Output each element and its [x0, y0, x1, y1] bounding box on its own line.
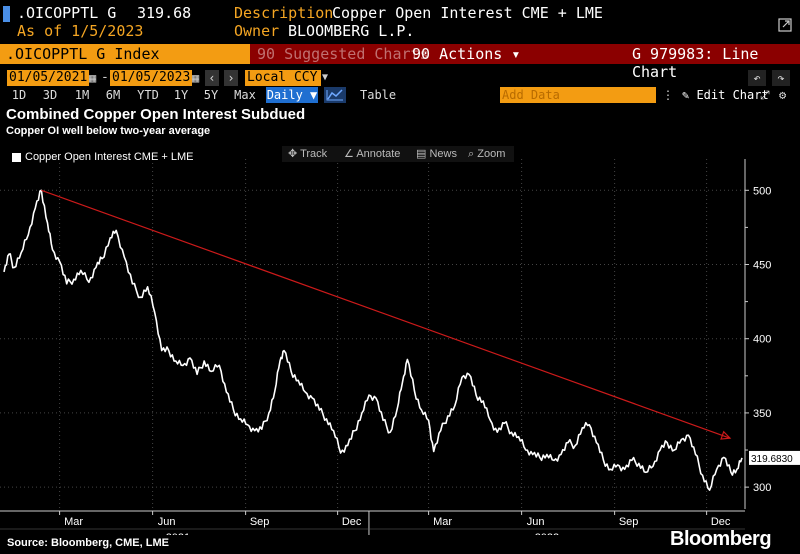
trend-arrow-head: [720, 430, 732, 440]
x-tick-label: Dec: [711, 516, 731, 528]
date-separator: -: [101, 70, 109, 85]
source-note: Source: Bloomberg, CME, LME: [7, 537, 169, 549]
period-1m[interactable]: 1M: [74, 88, 90, 102]
chevron-down-icon[interactable]: ▼: [322, 72, 329, 83]
owner-value: BLOOMBERG L.P.: [288, 22, 415, 40]
news-icon: ▤: [416, 148, 427, 160]
series-line: [3, 189, 743, 491]
track-label: Track: [300, 148, 328, 160]
security-input[interactable]: .OICOPPTL G Index: [6, 45, 160, 63]
owner-label: Owner: [234, 22, 280, 40]
line-chart[interactable]: 300 350 400 450 500 Mar Jun Sep Dec Mar Jun Sep Dec…: [0, 140, 800, 535]
table-button[interactable]: Table: [360, 88, 397, 102]
legend-swatch: [12, 153, 21, 162]
grid-lines: [0, 159, 745, 509]
period-6m[interactable]: 6M: [105, 88, 121, 102]
y-tick-label: 350: [753, 408, 771, 420]
period-ytd[interactable]: YTD: [137, 88, 159, 102]
annotate-label: Annotate: [356, 148, 401, 160]
brand-logo: Bloomberg: [670, 528, 772, 550]
undo-icon[interactable]: ↶: [748, 70, 766, 86]
zoom-icon: ⌕: [468, 148, 475, 160]
last-value-label: 319.6830: [751, 454, 793, 465]
menu-bar: [250, 44, 800, 64]
frequency-select[interactable]: Daily ▼: [266, 87, 318, 103]
trend-line: [41, 189, 731, 439]
security-bar[interactable]: [0, 44, 250, 64]
calendar-icon[interactable]: ▦: [192, 71, 200, 85]
y-tick-label: 450: [753, 260, 771, 272]
zoom-button[interactable]: ⌕ Zoom: [468, 146, 505, 162]
legend-label: Copper Open Interest CME + LME: [25, 151, 194, 163]
as-of-label: As of 1/5/2023: [17, 22, 144, 40]
last-price: 319.68: [137, 4, 192, 22]
track-button[interactable]: ✥ Track: [288, 146, 327, 162]
gear-icon[interactable]: ⚙: [779, 88, 787, 102]
chart-toolbar: ✥ Track ∠ Annotate ▤ News ⌕ Zoom: [282, 146, 514, 162]
edit-chart-label: Edit Chart: [696, 88, 769, 102]
pencil-icon: ∠: [344, 148, 354, 160]
x-year-label: 2022: [535, 532, 559, 535]
period-1y[interactable]: 1Y: [173, 88, 189, 102]
x-tick-label: Jun: [527, 516, 545, 528]
x-tick-label: Mar: [64, 516, 83, 528]
chevron-right-icon[interactable]: ›: [224, 70, 238, 86]
y-tick-label: 300: [753, 482, 771, 494]
chart-code-label: G 979983: Line Chart: [632, 45, 759, 81]
currency-select[interactable]: Local CCY: [245, 70, 321, 86]
chevron-left-icon[interactable]: ‹: [205, 70, 219, 86]
y-axis: 300 350 400 450 500: [744, 159, 771, 509]
period-3d[interactable]: 3D: [42, 88, 58, 102]
x-tick-label: Mar: [433, 516, 452, 528]
suggested-charts-button[interactable]: 90 Suggested Charts: [257, 45, 429, 63]
description-label: Description: [234, 4, 334, 22]
last-value-tag: 319.6830: [749, 450, 800, 465]
calendar-icon[interactable]: ▦: [89, 71, 97, 85]
annotate-button[interactable]: ∠ Annotate: [344, 146, 400, 162]
x-year-label: 2021: [166, 532, 190, 535]
period-1d[interactable]: 1D: [11, 88, 27, 102]
ticker-label: .OICOPPTL G: [17, 4, 117, 22]
collapse-icon[interactable]: ⤢: [760, 88, 770, 102]
x-tick-label: Sep: [619, 516, 639, 528]
add-data-input[interactable]: Add Data: [500, 87, 656, 103]
x-tick-label: Jun: [158, 516, 176, 528]
news-button[interactable]: ▤ News: [416, 146, 457, 162]
actions-menu-button[interactable]: 90 Actions ▾: [412, 45, 521, 63]
crosshair-icon: ✥: [288, 148, 298, 160]
zoom-label: Zoom: [477, 148, 506, 160]
start-date-field[interactable]: 01/05/2021: [7, 70, 89, 86]
news-label: News: [429, 148, 457, 160]
popout-icon[interactable]: [778, 18, 792, 32]
x-tick-label: Dec: [342, 516, 362, 528]
edit-chart-button[interactable]: ✎ Edit Chart: [682, 88, 769, 102]
period-5y[interactable]: 5Y: [203, 88, 219, 102]
y-tick-label: 400: [753, 334, 771, 346]
security-marker: [3, 6, 10, 22]
redo-icon[interactable]: ↷: [772, 70, 790, 86]
more-options-icon[interactable]: ⋮: [662, 88, 674, 102]
x-tick-label: Sep: [250, 516, 270, 528]
chart-subtitle: Copper OI well below two-year average: [6, 125, 211, 137]
line-chart-icon[interactable]: [324, 87, 346, 103]
description-value: Copper Open Interest CME + LME: [332, 4, 603, 22]
end-date-field[interactable]: 01/05/2023: [110, 70, 192, 86]
chart-title: Combined Copper Open Interest Subdued: [6, 106, 306, 123]
x-axis: Mar Jun Sep Dec Mar Jun Sep Dec 2021 2022: [0, 510, 745, 535]
y-tick-label: 500: [753, 185, 771, 197]
period-max[interactable]: Max: [234, 88, 256, 102]
